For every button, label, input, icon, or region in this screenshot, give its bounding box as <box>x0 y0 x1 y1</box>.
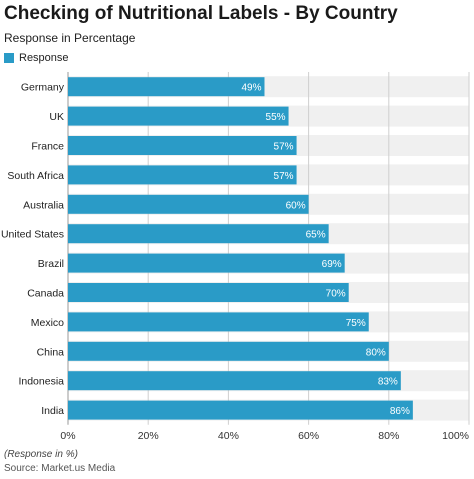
data-label: 86% <box>390 406 410 417</box>
data-label: 75% <box>346 318 366 329</box>
data-label: 65% <box>306 230 326 241</box>
source-note: Source: Market.us Media <box>4 463 116 474</box>
bar <box>68 341 389 361</box>
legend-swatch <box>4 53 14 63</box>
data-label: 70% <box>326 289 346 300</box>
x-tick-label: 20% <box>138 430 159 442</box>
category-label: Brazil <box>38 258 64 270</box>
bar <box>68 283 349 302</box>
category-label: France <box>31 141 64 153</box>
x-tick-label: 0% <box>60 430 75 442</box>
x-tick-label: 40% <box>218 430 239 442</box>
bar <box>68 253 345 273</box>
legend: Response <box>4 52 69 64</box>
category-label: United States <box>1 229 64 241</box>
bar <box>68 312 369 332</box>
data-label: 57% <box>274 171 294 182</box>
category-label: Germany <box>21 82 65 94</box>
bar <box>68 136 297 155</box>
category-label: Canada <box>27 288 64 300</box>
data-label: 60% <box>286 200 306 211</box>
x-tick-label: 60% <box>298 430 319 442</box>
bar <box>68 77 265 97</box>
bar <box>68 194 309 214</box>
data-label: 57% <box>274 142 294 153</box>
data-label: 83% <box>378 377 398 388</box>
chart-title: Checking of Nutritional Labels - By Coun… <box>4 3 398 24</box>
category-label: Australia <box>23 199 64 211</box>
category-label: China <box>37 346 65 358</box>
category-label: UK <box>49 111 64 123</box>
footnote: (Response in %) <box>4 449 78 460</box>
category-label: Indonesia <box>18 376 64 388</box>
category-label: Mexico <box>31 317 64 329</box>
bar <box>68 165 297 185</box>
data-label: 69% <box>322 259 342 270</box>
bar-chart: Germany 49% UK 55% France 57% South Africa 57% A… <box>1 72 470 442</box>
bar <box>68 371 401 391</box>
chart-subtitle: Response in Percentage <box>4 31 136 45</box>
category-label: India <box>41 405 64 417</box>
data-label: 49% <box>241 83 261 94</box>
bar <box>68 106 289 126</box>
bar <box>68 224 329 244</box>
data-label: 80% <box>366 347 386 358</box>
data-label: 55% <box>266 112 286 123</box>
x-tick-label: 80% <box>378 430 399 442</box>
x-tick-label: 100% <box>442 430 469 442</box>
bar <box>68 400 413 420</box>
category-label: South Africa <box>7 170 64 182</box>
legend-label: Response <box>19 52 69 64</box>
